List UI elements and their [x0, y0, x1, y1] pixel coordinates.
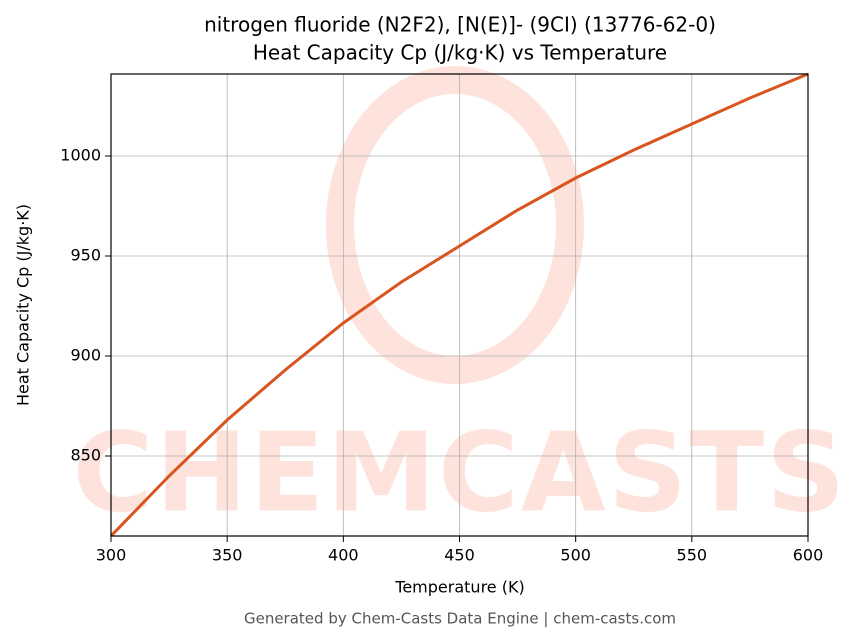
x-tick-label: 350 — [212, 546, 243, 565]
y-tick-label: 950 — [70, 246, 101, 265]
y-axis-label: Heat Capacity Cp (J/kg·K) — [14, 204, 33, 406]
x-tick-label: 550 — [677, 546, 708, 565]
data-line — [109, 72, 809, 538]
plot-frame — [110, 73, 809, 537]
watermark-logo — [326, 66, 584, 384]
watermark: CHEMCASTS — [73, 408, 843, 536]
chart-title: nitrogen fluoride (N2F2), [N(E)]- (9CI) … — [204, 13, 716, 37]
x-tick-label: 300 — [96, 546, 127, 565]
y-tick-label: 900 — [70, 346, 101, 365]
y-tick-label: 850 — [70, 446, 101, 465]
x-tick-label: 500 — [560, 546, 591, 565]
chart-subtitle: Heat Capacity Cp (J/kg·K) vs Temperature — [253, 41, 667, 65]
x-tick-label: 400 — [328, 546, 359, 565]
y-tick-label: 1000 — [60, 146, 101, 165]
footer: Generated by Chem-Casts Data Engine | ch… — [244, 610, 676, 628]
x-axis-label: Temperature (K) — [394, 578, 524, 597]
x-tick-label: 600 — [793, 546, 824, 565]
x-tick-label: 450 — [444, 546, 475, 565]
